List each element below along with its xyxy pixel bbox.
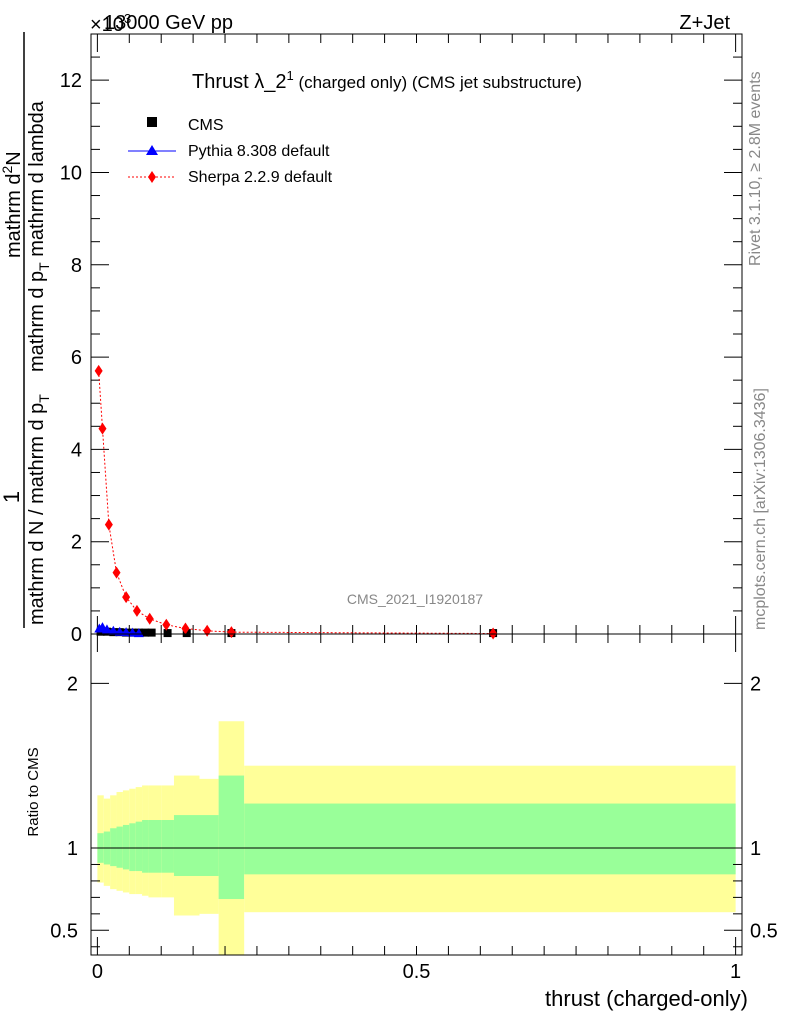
analysis-watermark: CMS_2021_I1920187 [347,591,483,607]
ylabel-numerator: mathrm d2N [0,151,25,258]
sherpa-data-point [104,518,113,531]
ratio-inner-band [116,826,123,868]
cms-data-point [182,629,191,638]
ylabel-one: 1 [0,491,24,503]
sherpa-data-point [122,591,131,604]
pythia-data-point [133,628,144,638]
main-ytick-label: 4 [71,439,82,461]
ratio-inner-band [161,820,174,873]
ratio-y-axis-label: Ratio to CMS [25,747,42,836]
ratio-inner-band [173,815,200,876]
main-ytick-label: 0 [71,624,82,646]
main-ytick-labels: 0 2 4 6 8 10 12 [60,70,82,646]
ratio-band-layer [97,721,736,955]
pythia-data-point [114,626,125,636]
chart-title: Thrust λ_21 (charged only) (CMS jet subs… [192,68,582,93]
ratio-ytick-label-left: 1 [67,838,78,860]
mcplots-label: mcplots.cern.ch [arXiv:1306.3436] [752,388,769,630]
sherpa-data-point [145,612,154,625]
pythia-data-point [108,625,119,635]
legend-marker-sherpa [148,171,156,183]
cms-data-point [141,628,150,637]
exponent-label: ×103 [90,11,131,36]
ratio-ytick-label-right: 1 [750,838,761,860]
main-series-layer [94,364,498,640]
main-ytick-label: 8 [71,255,82,277]
ylabel-denominator: mathrm d N / mathrm d pT [26,394,52,625]
rivet-version-label: Rivet 3.1.10, ≥ 2.8M events [747,71,764,266]
legend-label-sherpa: Sherpa 2.2.9 default [188,169,333,186]
ratio-inner-band [122,824,130,870]
ratio-inner-band [110,828,117,867]
legend-label-pythia: Pythia 8.308 default [188,143,330,160]
cms-data-point [147,628,156,637]
sherpa-data-point [203,624,212,637]
ratio-inner-band [199,815,219,876]
sherpa-data-point [227,626,236,639]
ratio-inner-band [129,823,136,872]
legend-marker-cms [147,117,157,127]
ratio-ytick-label-right: 0.5 [750,920,778,942]
ratio-inner-band [148,820,162,873]
ratio-axis-ticks [91,634,742,955]
main-ytick-label: 6 [71,347,82,369]
main-ytick-label: 2 [71,532,82,554]
xtick-label: 0 [92,961,103,983]
energy-label: 13000 GeV pp [104,12,233,34]
ratio-ytick-label-left: 2 [67,673,78,695]
main-ytick-label: 12 [60,70,82,92]
sherpa-data-point [132,604,141,617]
process-label: Z+Jet [679,12,730,34]
legend: CMS Pythia 8.308 default Sherpa 2.2.9 de… [128,117,333,186]
xtick-label: 0.5 [403,961,431,983]
sherpa-data-point [181,622,190,635]
pythia-data-point [101,624,112,634]
ylabel-bottom: mathrm d pT mathrm d lambda [26,100,52,372]
ratio-inner-band [218,775,245,900]
main-ytick-label: 10 [60,162,82,184]
sherpa-data-point [162,618,171,631]
ratio-inner-band [244,803,736,875]
main-y-axis-label: 1 mathrm d N / mathrm d pT mathrm d2N ma… [0,32,52,628]
xtick-label: 1 [730,961,741,983]
legend-marker-pythia [146,145,158,155]
cms-data-point [163,629,172,638]
sherpa-data-point [94,364,103,377]
ratio-tick-labels: 0.5 0.5 1 1 2 2 0 0.5 1 [50,673,778,983]
ratio-inner-band [142,820,149,873]
legend-label-cms: CMS [188,117,224,134]
sherpa-data-point [98,422,107,435]
ratio-inner-band [135,821,143,872]
ratio-ytick-label-left: 0.5 [50,920,78,942]
sherpa-data-point [112,566,121,579]
series-line-2 [98,370,494,635]
ratio-ytick-label-right: 2 [750,673,761,695]
x-axis-label: thrust (charged-only) [545,986,748,1011]
